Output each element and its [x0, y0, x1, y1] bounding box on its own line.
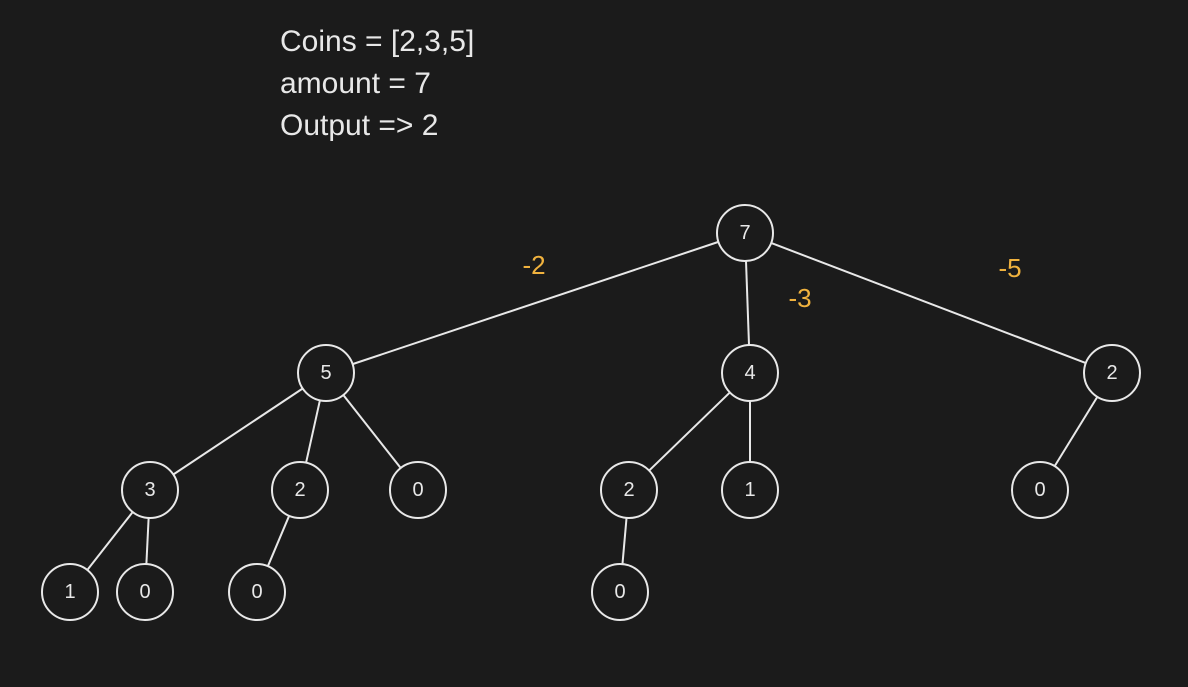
edge-n7-n2r: [771, 243, 1086, 363]
header-line-1: amount = 7: [280, 67, 431, 100]
edge-n5-n3: [173, 389, 302, 475]
tree-node: 0: [1012, 462, 1068, 518]
node-label-n1a: 1: [744, 479, 755, 501]
edge-n2a-n0c: [268, 516, 289, 566]
tree-node: 0: [390, 462, 446, 518]
node-label-n1b: 1: [64, 581, 75, 603]
diagram-canvas: Coins = [2,3,5] amount = 7 Output => 2 7 5 4 2…: [0, 0, 1188, 687]
edge-n4-n2b: [649, 392, 730, 470]
tree-node: 7: [717, 205, 773, 261]
node-label-n2b: 2: [623, 479, 634, 501]
tree-node: 0: [117, 564, 173, 620]
edge-label-n7-n2r: -5: [998, 253, 1021, 283]
node-label-n7: 7: [739, 222, 750, 244]
tree-node: 2: [601, 462, 657, 518]
node-label-n0d: 0: [614, 581, 625, 603]
edge-n2b-n0d: [622, 518, 626, 564]
tree-node: 3: [122, 462, 178, 518]
node-label-n2r: 2: [1106, 362, 1117, 384]
edge-n3-n0b: [146, 518, 148, 564]
tree-node: 1: [722, 462, 778, 518]
node-label-n3: 3: [144, 479, 155, 501]
tree-node: 2: [272, 462, 328, 518]
edge-n2r-n0r: [1055, 397, 1098, 466]
node-label-n5: 5: [320, 362, 331, 384]
tree-node: 5: [298, 345, 354, 401]
edge-n3-n1b: [87, 512, 132, 570]
tree-node: 1: [42, 564, 98, 620]
edge-n5-n0a: [343, 395, 400, 468]
edge-label-n7-n5: -2: [522, 250, 545, 280]
tree-node: 0: [592, 564, 648, 620]
edge-n5-n2a: [306, 400, 320, 462]
edge-n7-n4: [746, 261, 749, 345]
tree-node: 4: [722, 345, 778, 401]
edge-label-n7-n4: -3: [788, 283, 811, 313]
tree-node: 0: [229, 564, 285, 620]
header-block: Coins = [2,3,5] amount = 7 Output => 2: [280, 25, 474, 142]
node-label-n0r: 0: [1034, 479, 1045, 501]
node-label-n2a: 2: [294, 479, 305, 501]
node-label-n0a: 0: [412, 479, 423, 501]
header-line-0: Coins = [2,3,5]: [280, 25, 474, 58]
node-label-n0b: 0: [139, 581, 150, 603]
nodes-group: 7 5 4 2 3 2 0 2 1 0 1 0 0 0: [42, 205, 1140, 620]
tree-node: 2: [1084, 345, 1140, 401]
edges-group: [87, 242, 1097, 570]
node-label-n4: 4: [744, 362, 755, 384]
header-line-2: Output => 2: [280, 109, 438, 142]
node-label-n0c: 0: [251, 581, 262, 603]
